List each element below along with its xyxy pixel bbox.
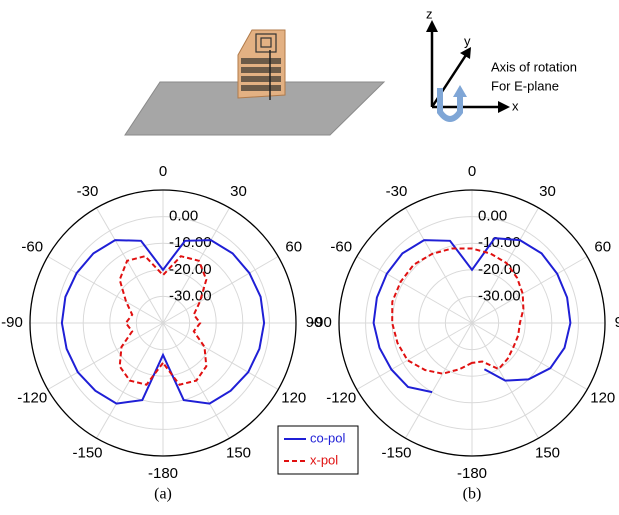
angle-tick-label: 120: [590, 389, 615, 406]
radial-tick-label: -30.00: [169, 287, 212, 304]
figure: z y x Axis of rotation For E-plane 0 30 60…: [0, 0, 619, 510]
radial-tick-label: -30.00: [478, 287, 521, 304]
angle-tick-label: 30: [539, 183, 556, 200]
angle-tick-label: -90: [1, 314, 23, 331]
note: Axis of rotation: [491, 59, 577, 74]
note: For E-plane: [491, 78, 559, 93]
radial-tick-label: -10.00: [478, 234, 521, 251]
caption: (a): [154, 486, 172, 503]
grid-spoke: [406, 323, 473, 438]
legend-label: co-pol: [310, 430, 346, 445]
angle-tick-label: -180: [457, 465, 487, 482]
angle-tick-label: 0: [159, 163, 167, 180]
axis-label: x: [512, 98, 519, 113]
angle-tick-label: -150: [72, 445, 102, 462]
radial-tick-label: 0.00: [478, 208, 507, 225]
angle-tick-label: -120: [17, 389, 47, 406]
rotation-arrow-head: [453, 85, 467, 97]
grid-spoke: [357, 323, 472, 390]
caption: (b): [463, 486, 482, 503]
axis-label: y: [464, 33, 471, 48]
angle-tick-label: 150: [535, 445, 560, 462]
angle-tick-label: -60: [330, 238, 352, 255]
grid-spoke: [48, 323, 163, 390]
legend-label: x-pol: [310, 452, 338, 467]
angle-tick-label: 0: [468, 163, 476, 180]
illustration: z y x Axis of rotation For E-plane: [125, 6, 577, 135]
angle-tick-label: 60: [285, 238, 302, 255]
angle-tick-label: -120: [326, 389, 356, 406]
angle-tick-label: -30: [77, 183, 99, 200]
angle-tick-label: -90: [310, 314, 332, 331]
grid-spoke: [163, 323, 278, 390]
radial-tick-label: -10.00: [169, 234, 212, 251]
angle-tick-label: 120: [281, 389, 306, 406]
angle-tick-label: -60: [21, 238, 43, 255]
grid-spoke: [48, 257, 163, 324]
angle-tick-label: 60: [594, 238, 611, 255]
arrow-head: [426, 20, 438, 32]
angle-tick-label: -30: [386, 183, 408, 200]
angle-tick-label: 30: [230, 183, 247, 200]
arrow-head: [498, 101, 510, 113]
angle-tick-label: -150: [381, 445, 411, 462]
angle-tick-label: 90: [615, 314, 619, 331]
angle-tick-label: 150: [226, 445, 251, 462]
radial-tick-label: 0.00: [169, 208, 198, 225]
angle-tick-label: -180: [148, 465, 178, 482]
grid-spoke: [406, 208, 473, 323]
axis-label: z: [426, 6, 433, 21]
